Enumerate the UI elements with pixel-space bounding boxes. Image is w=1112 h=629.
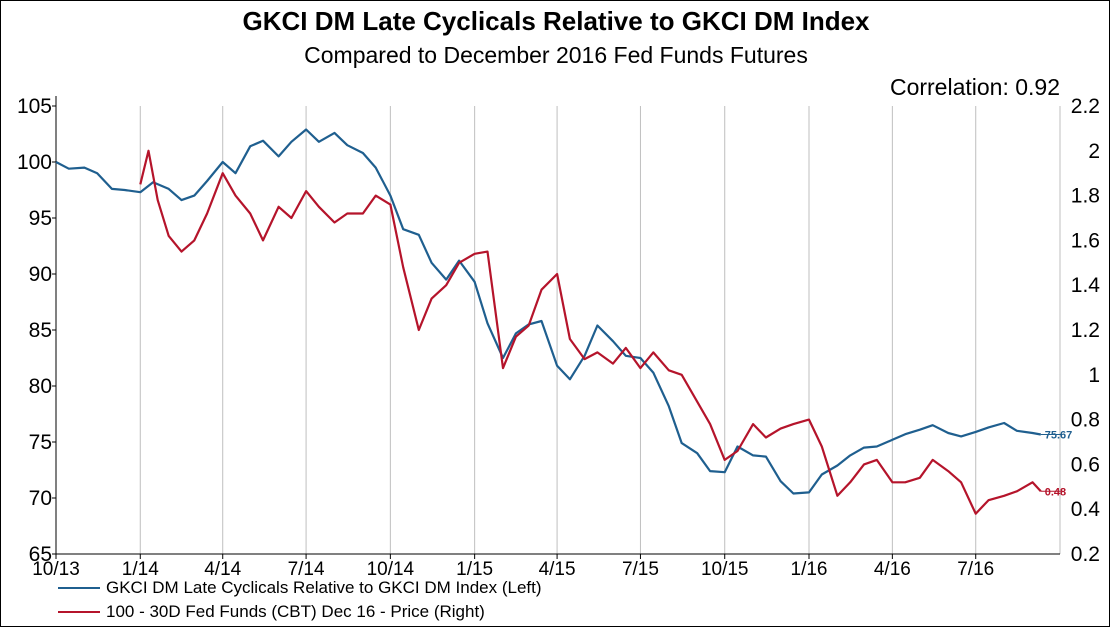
- left-tick-label: 65: [29, 543, 52, 566]
- x-tick-label: 1/14: [122, 559, 159, 580]
- x-tick-label: 7/15: [622, 559, 659, 580]
- tick-labels: 10/13 1/14 4/14 7/14 10/14 1/15 4/15 7/15 10/15 1…: [17, 95, 1100, 580]
- left-tick-label: 85: [29, 319, 52, 342]
- x-tick-label: 4/15: [539, 559, 576, 580]
- right-tick-label: 0.2: [1071, 543, 1100, 566]
- x-tick-label: 10/15: [701, 559, 749, 580]
- legend-label-left: GKCI DM Late Cyclicals Relative to GKCI …: [106, 578, 542, 597]
- right-tick-label: 0.4: [1071, 498, 1101, 521]
- end-value-label: 75.67: [1045, 429, 1073, 441]
- x-tick-label: 4/14: [204, 559, 241, 580]
- left-tick-label: 105: [17, 95, 52, 118]
- x-tick-label: 1/15: [456, 559, 493, 580]
- end-value-label: 0.48: [1045, 486, 1066, 498]
- legend-item-left: GKCI DM Late Cyclicals Relative to GKCI …: [0, 576, 700, 600]
- axes: [52, 96, 1060, 559]
- left-tick-label: 80: [29, 375, 52, 398]
- right-tick-label: 1.2: [1071, 319, 1100, 342]
- correlation-label: Correlation: 0.92: [889, 74, 1060, 100]
- x-tick-label: 7/14: [288, 559, 325, 580]
- series-lines: [55, 128, 1062, 515]
- right-tick-label: 1: [1088, 364, 1100, 387]
- right-tick-label: 1.6: [1071, 229, 1100, 252]
- series-line-left: [55, 128, 1041, 495]
- left-tick-label: 95: [29, 207, 52, 230]
- right-tick-label: 0.8: [1071, 409, 1100, 432]
- x-tick-label: 1/16: [791, 559, 828, 580]
- left-tick-label: 90: [29, 263, 52, 286]
- grid-lines: [139, 106, 1061, 554]
- right-tick-label: 0.6: [1071, 453, 1100, 476]
- right-tick-label: 1.4: [1071, 274, 1101, 297]
- legend: GKCI DM Late Cyclicals Relative to GKCI …: [0, 576, 700, 624]
- chart-title: GKCI DM Late Cyclicals Relative to GKCI …: [242, 6, 870, 36]
- right-tick-label: 1.8: [1071, 185, 1100, 208]
- left-tick-label: 100: [17, 151, 52, 174]
- left-tick-label: 70: [29, 487, 52, 510]
- series-line-right: [139, 149, 1042, 515]
- chart-subtitle: Compared to December 2016 Fed Funds Futu…: [304, 42, 808, 68]
- legend-swatch-right: [58, 611, 100, 613]
- legend-item-right: 100 - 30D Fed Funds (CBT) Dec 16 - Price…: [0, 600, 700, 624]
- legend-swatch-left: [58, 587, 100, 589]
- x-tick-label: 10/14: [367, 559, 415, 580]
- x-tick-label: 7/16: [957, 559, 994, 580]
- right-tick-label: 2: [1088, 140, 1100, 163]
- x-tick-label: 10/13: [32, 559, 80, 580]
- right-tick-label: 2.2: [1071, 95, 1100, 118]
- x-tick-label: 4/16: [874, 559, 911, 580]
- left-tick-label: 75: [29, 431, 52, 454]
- legend-label-right: 100 - 30D Fed Funds (CBT) Dec 16 - Price…: [106, 602, 485, 621]
